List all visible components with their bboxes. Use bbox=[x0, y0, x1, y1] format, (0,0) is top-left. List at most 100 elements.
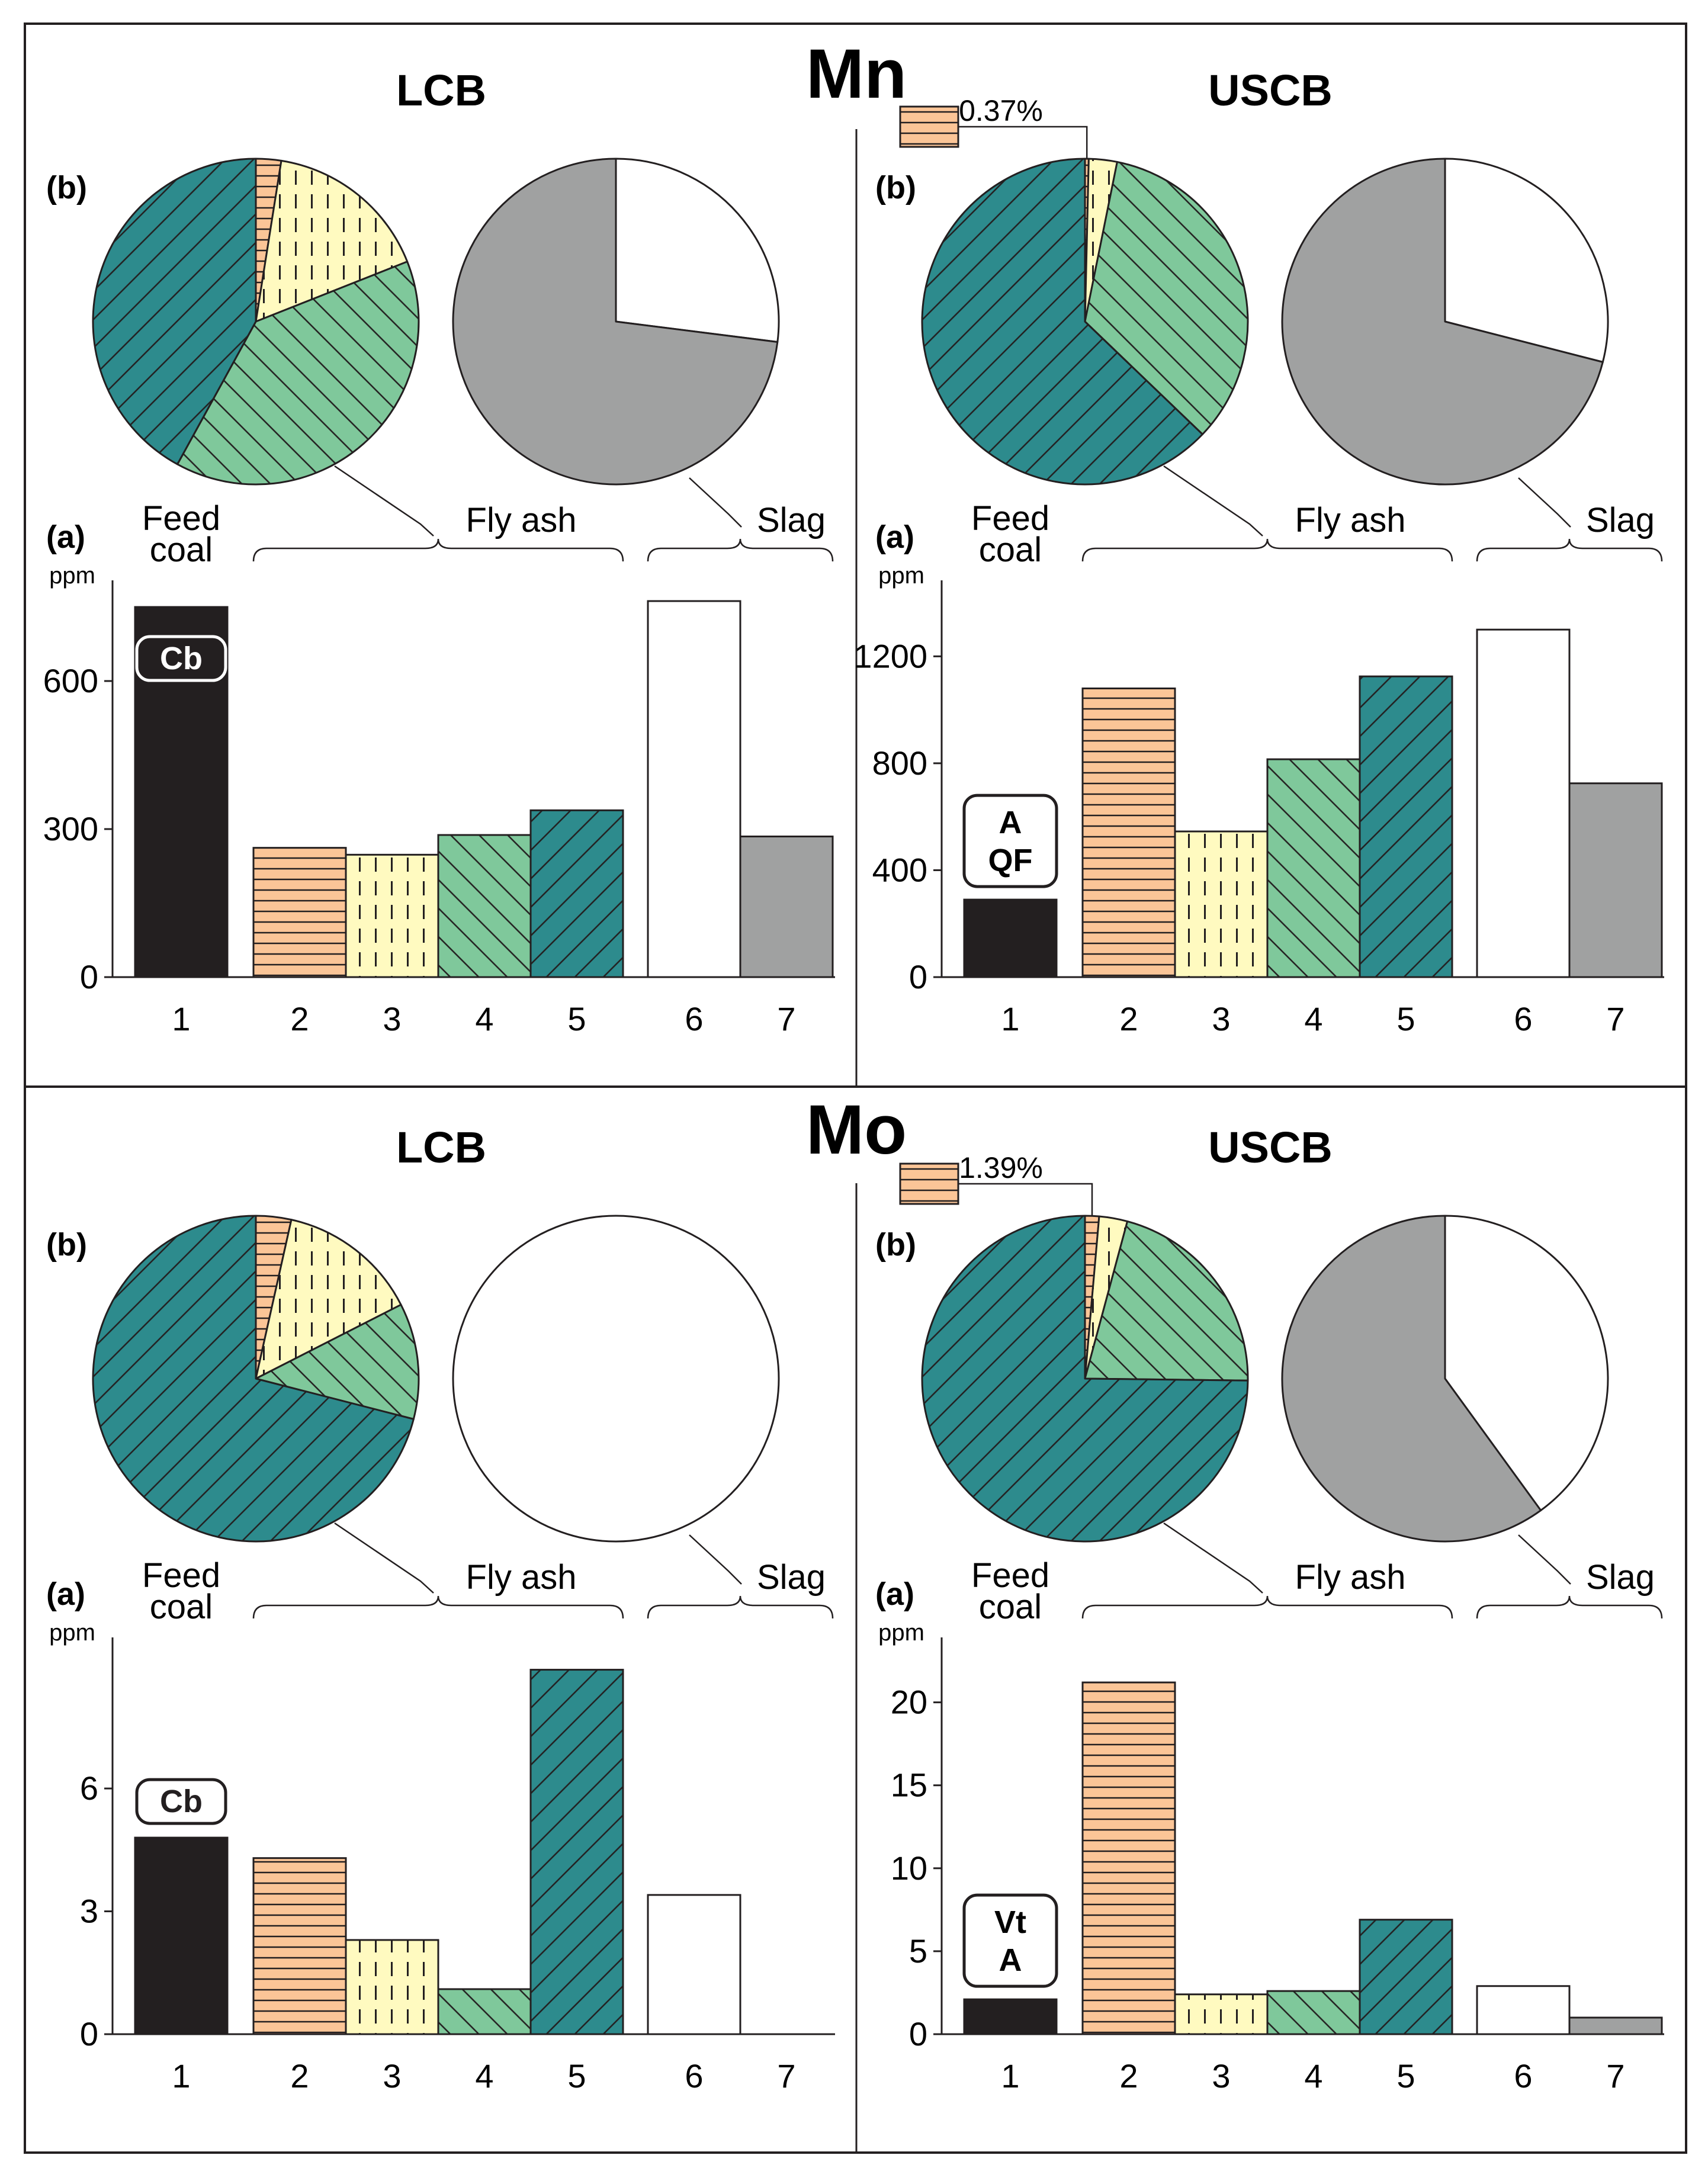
bar-6 bbox=[1476, 1985, 1571, 2035]
element-title-mo: Mo bbox=[806, 1091, 907, 1169]
slag-leader bbox=[689, 1534, 742, 1585]
slag-bracket bbox=[647, 1595, 834, 1619]
feed-coal-label: Feed bbox=[971, 499, 1049, 538]
bar-3 bbox=[1174, 830, 1269, 978]
callout-label: 1.39% bbox=[959, 1151, 1043, 1184]
x-tick-label: 5 bbox=[1396, 1000, 1415, 1038]
y-tick-label: 0 bbox=[909, 2015, 927, 2053]
fly-ash-pie-slice-4 bbox=[1084, 160, 1249, 435]
fly-ash-pie-slice-5 bbox=[921, 1215, 1249, 1543]
slag-label: Slag bbox=[1586, 1558, 1655, 1597]
basin-title: LCB bbox=[396, 1123, 486, 1172]
y-tick-label: 20 bbox=[891, 1684, 927, 1721]
y-tick-label: 15 bbox=[891, 1767, 927, 1804]
y-tick-label: 0 bbox=[80, 2015, 98, 2053]
x-tick-label: 3 bbox=[1212, 2057, 1230, 2095]
x-tick-label: 1 bbox=[172, 2057, 190, 2095]
feed-coal-label: coal bbox=[979, 531, 1042, 569]
badge-box bbox=[962, 794, 1058, 888]
x-tick-label: 2 bbox=[1119, 1000, 1138, 1038]
x-tick-label: 6 bbox=[1514, 1000, 1532, 1038]
x-tick-label: 1 bbox=[172, 1000, 190, 1038]
x-tick-label: 7 bbox=[1606, 2057, 1624, 2095]
fly-ash-leader bbox=[1163, 465, 1263, 537]
badge-box bbox=[962, 1893, 1058, 1988]
fly-ash-leader bbox=[1163, 1522, 1263, 1594]
bar-4 bbox=[1266, 758, 1361, 978]
x-tick-label: 7 bbox=[777, 1000, 795, 1038]
x-tick-label: 7 bbox=[777, 2057, 795, 2095]
x-tick-label: 5 bbox=[1396, 2057, 1415, 2095]
bar-5 bbox=[529, 809, 624, 978]
badge-box bbox=[135, 1778, 227, 1825]
y-tick-label: 400 bbox=[872, 851, 927, 888]
element-title-mn: Mn bbox=[806, 35, 907, 113]
bar-1 bbox=[963, 1998, 1058, 2035]
fly-ash-bracket bbox=[1081, 1595, 1453, 1619]
bar-6 bbox=[647, 600, 741, 978]
slag-pie-slice-6 bbox=[1444, 158, 1609, 363]
bar-1 bbox=[963, 898, 1058, 978]
x-tick-label: 4 bbox=[475, 2057, 493, 2095]
feed-coal-label: Feed bbox=[971, 1556, 1049, 1595]
slag-bracket bbox=[647, 538, 834, 562]
bar-7 bbox=[739, 836, 834, 978]
callout-line bbox=[958, 1183, 1093, 1216]
basin-title: USCB bbox=[1208, 66, 1333, 115]
y-tick-label: 0 bbox=[909, 958, 927, 995]
fly-ash-label: Fly ash bbox=[466, 501, 577, 539]
badge-box bbox=[135, 635, 227, 682]
slag-bracket bbox=[1476, 1595, 1663, 1619]
callout-swatch bbox=[899, 1162, 959, 1205]
fly-ash-pie-slice-5 bbox=[92, 158, 257, 465]
slag-pie-slice-7 bbox=[452, 158, 779, 486]
unit-label: ppm bbox=[49, 563, 95, 589]
fly-ash-leader bbox=[334, 465, 434, 537]
feed-coal-label: coal bbox=[150, 531, 213, 569]
unit-label: ppm bbox=[49, 1620, 95, 1646]
bar-6 bbox=[647, 1894, 741, 2035]
x-tick-label: 2 bbox=[290, 1000, 309, 1038]
bar-4 bbox=[437, 1988, 532, 2035]
bar-4 bbox=[437, 834, 532, 978]
fly-ash-pie-slice-5 bbox=[92, 1215, 415, 1543]
fly-ash-pie-slice-4 bbox=[255, 1303, 420, 1420]
badge-label: QF bbox=[988, 843, 1033, 878]
x-tick-label: 5 bbox=[567, 2057, 586, 2095]
feed-coal-label: Feed bbox=[142, 1556, 220, 1595]
badge-label: Cb bbox=[160, 641, 203, 676]
bar-4 bbox=[1266, 1990, 1361, 2035]
x-tick-label: 3 bbox=[383, 1000, 401, 1038]
slag-label: Slag bbox=[757, 1558, 826, 1597]
x-tick-label: 4 bbox=[1304, 2057, 1322, 2095]
badge-label: Cb bbox=[160, 1784, 203, 1819]
x-tick-label: 3 bbox=[1212, 1000, 1230, 1038]
pie-panel-label: (b) bbox=[46, 1227, 87, 1263]
badge-label: A bbox=[999, 805, 1022, 840]
y-tick-label: 800 bbox=[872, 744, 927, 782]
fly-ash-pie-slice-4 bbox=[176, 261, 420, 486]
slag-leader bbox=[689, 477, 742, 528]
slag-leader bbox=[1518, 477, 1571, 528]
bar-panel-label: (a) bbox=[46, 1576, 85, 1612]
fly-ash-bracket bbox=[252, 538, 624, 562]
bar-2 bbox=[252, 1857, 347, 2035]
x-tick-label: 1 bbox=[1001, 1000, 1019, 1038]
slag-label: Slag bbox=[1586, 501, 1655, 539]
x-tick-label: 4 bbox=[1304, 1000, 1322, 1038]
slag-pie-slice-7 bbox=[1281, 158, 1604, 486]
x-tick-label: 4 bbox=[475, 1000, 493, 1038]
slag-leader bbox=[1518, 1534, 1571, 1585]
y-tick-label: 1200 bbox=[853, 637, 927, 675]
fly-ash-label: Fly ash bbox=[1295, 1558, 1406, 1597]
pie-panel-label: (b) bbox=[875, 1227, 916, 1263]
slag-pie-slice-6 bbox=[1444, 1215, 1609, 1511]
y-tick-label: 6 bbox=[80, 1769, 98, 1807]
x-tick-label: 6 bbox=[685, 1000, 703, 1038]
y-tick-label: 0 bbox=[80, 958, 98, 995]
bar-6 bbox=[1476, 628, 1571, 978]
badge-label: Vt bbox=[994, 1904, 1026, 1940]
